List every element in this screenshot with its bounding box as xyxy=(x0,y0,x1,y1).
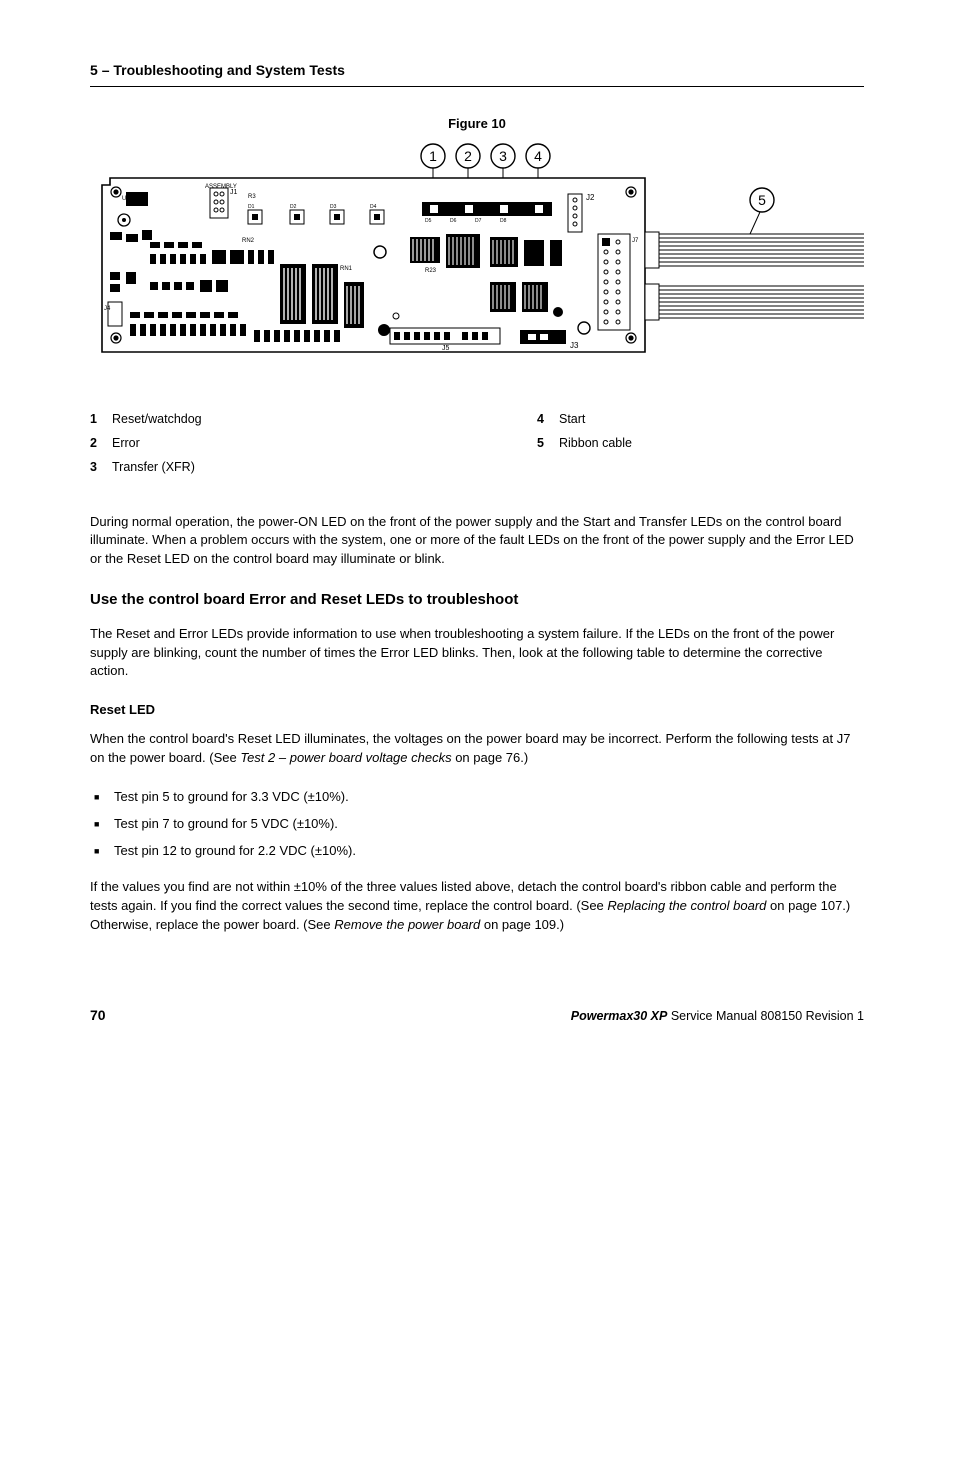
callout-5-label: 5 xyxy=(758,192,766,208)
section-dash: – xyxy=(102,62,110,78)
callout-2-label: 2 xyxy=(464,148,472,164)
legend-item: 3 Transfer (XFR) xyxy=(90,458,417,476)
legend-num: 2 xyxy=(90,434,112,452)
legend-text: Reset/watchdog xyxy=(112,410,202,428)
ref-remove-power: Remove the power board xyxy=(334,917,480,932)
para-operation: During normal operation, the power-ON LE… xyxy=(90,513,864,570)
legend-text: Ribbon cable xyxy=(559,434,632,452)
led-row xyxy=(422,202,552,216)
ribbon-cable xyxy=(645,232,864,320)
legend-text: Error xyxy=(112,434,140,452)
legend-item: 2 Error xyxy=(90,434,417,452)
svg-text:D6: D6 xyxy=(450,218,457,224)
svg-text:D2: D2 xyxy=(290,204,297,210)
legend-num: 1 xyxy=(90,410,112,428)
svg-text:J3: J3 xyxy=(570,341,579,350)
para-values: If the values you find are not within ±1… xyxy=(90,878,864,935)
legend-text: Start xyxy=(559,410,585,428)
para-leds-info: The Reset and Error LEDs provide informa… xyxy=(90,625,864,682)
text: on page 76.) xyxy=(452,750,529,765)
figure-legend: 1 Reset/watchdog 2 Error 3 Transfer (XFR… xyxy=(90,410,864,482)
svg-text:J4: J4 xyxy=(104,306,111,312)
svg-text:RN2: RN2 xyxy=(242,238,255,244)
page-number: 70 xyxy=(90,1005,106,1025)
page-footer: 70 Powermax30 XP Service Manual 808150 R… xyxy=(90,1005,864,1025)
legend-num: 3 xyxy=(90,458,112,476)
footer-right: Powermax30 XP Service Manual 808150 Revi… xyxy=(571,1007,864,1025)
svg-text:J5: J5 xyxy=(442,345,450,352)
figure-caption: Figure 10 xyxy=(90,115,864,134)
svg-text:D7: D7 xyxy=(475,218,482,224)
figure-10: Figure 10 1 2 3 4 5 xyxy=(90,115,864,382)
legend-item: 1 Reset/watchdog xyxy=(90,410,417,428)
list-item: Test pin 5 to ground for 3.3 VDC (±10%). xyxy=(90,788,864,807)
para-reset-led: When the control board's Reset LED illum… xyxy=(90,730,864,768)
svg-text:D5: D5 xyxy=(425,218,432,224)
svg-text:J1: J1 xyxy=(230,189,238,196)
callout-3-label: 3 xyxy=(499,148,507,164)
figure-svg: 1 2 3 4 5 ASSEMBLY xyxy=(90,142,864,382)
svg-text:D4: D4 xyxy=(370,204,377,210)
legend-num: 4 xyxy=(537,410,559,428)
ref-replace-control: Replacing the control board xyxy=(607,898,766,913)
heading-reset-led: Reset LED xyxy=(90,701,864,720)
ref-test2: Test 2 – power board voltage checks xyxy=(240,750,451,765)
svg-text:RN1: RN1 xyxy=(340,266,353,272)
svg-text:D8: D8 xyxy=(500,218,507,224)
list-item: Test pin 12 to ground for 2.2 VDC (±10%)… xyxy=(90,842,864,861)
legend-item: 5 Ribbon cable xyxy=(537,434,864,452)
legend-item: 4 Start xyxy=(537,410,864,428)
footer-tail: Service Manual 808150 Revision 1 xyxy=(667,1009,864,1023)
test-list: Test pin 5 to ground for 3.3 VDC (±10%).… xyxy=(90,788,864,861)
svg-text:D1: D1 xyxy=(248,204,255,210)
section-title: Troubleshooting and System Tests xyxy=(113,62,345,78)
legend-text: Transfer (XFR) xyxy=(112,458,195,476)
svg-text:R23: R23 xyxy=(425,268,437,274)
section-number: 5 xyxy=(90,62,98,78)
section-header: 5 – Troubleshooting and System Tests xyxy=(90,60,864,87)
product-name: Powermax30 XP xyxy=(571,1009,668,1023)
text: on page 109.) xyxy=(480,917,564,932)
heading-troubleshoot: Use the control board Error and Reset LE… xyxy=(90,589,864,611)
svg-text:D3: D3 xyxy=(330,204,337,210)
callout-4-label: 4 xyxy=(534,148,542,164)
callout-1-label: 1 xyxy=(429,148,437,164)
list-item: Test pin 7 to ground for 5 VDC (±10%). xyxy=(90,815,864,834)
legend-col-1: 1 Reset/watchdog 2 Error 3 Transfer (XFR… xyxy=(90,410,417,482)
svg-text:R3: R3 xyxy=(248,194,256,200)
legend-num: 5 xyxy=(537,434,559,452)
silk-u1: U1 xyxy=(122,196,130,202)
svg-text:J2: J2 xyxy=(586,193,595,202)
legend-col-2: 4 Start 5 Ribbon cable xyxy=(537,410,864,482)
svg-text:J7: J7 xyxy=(632,238,639,244)
